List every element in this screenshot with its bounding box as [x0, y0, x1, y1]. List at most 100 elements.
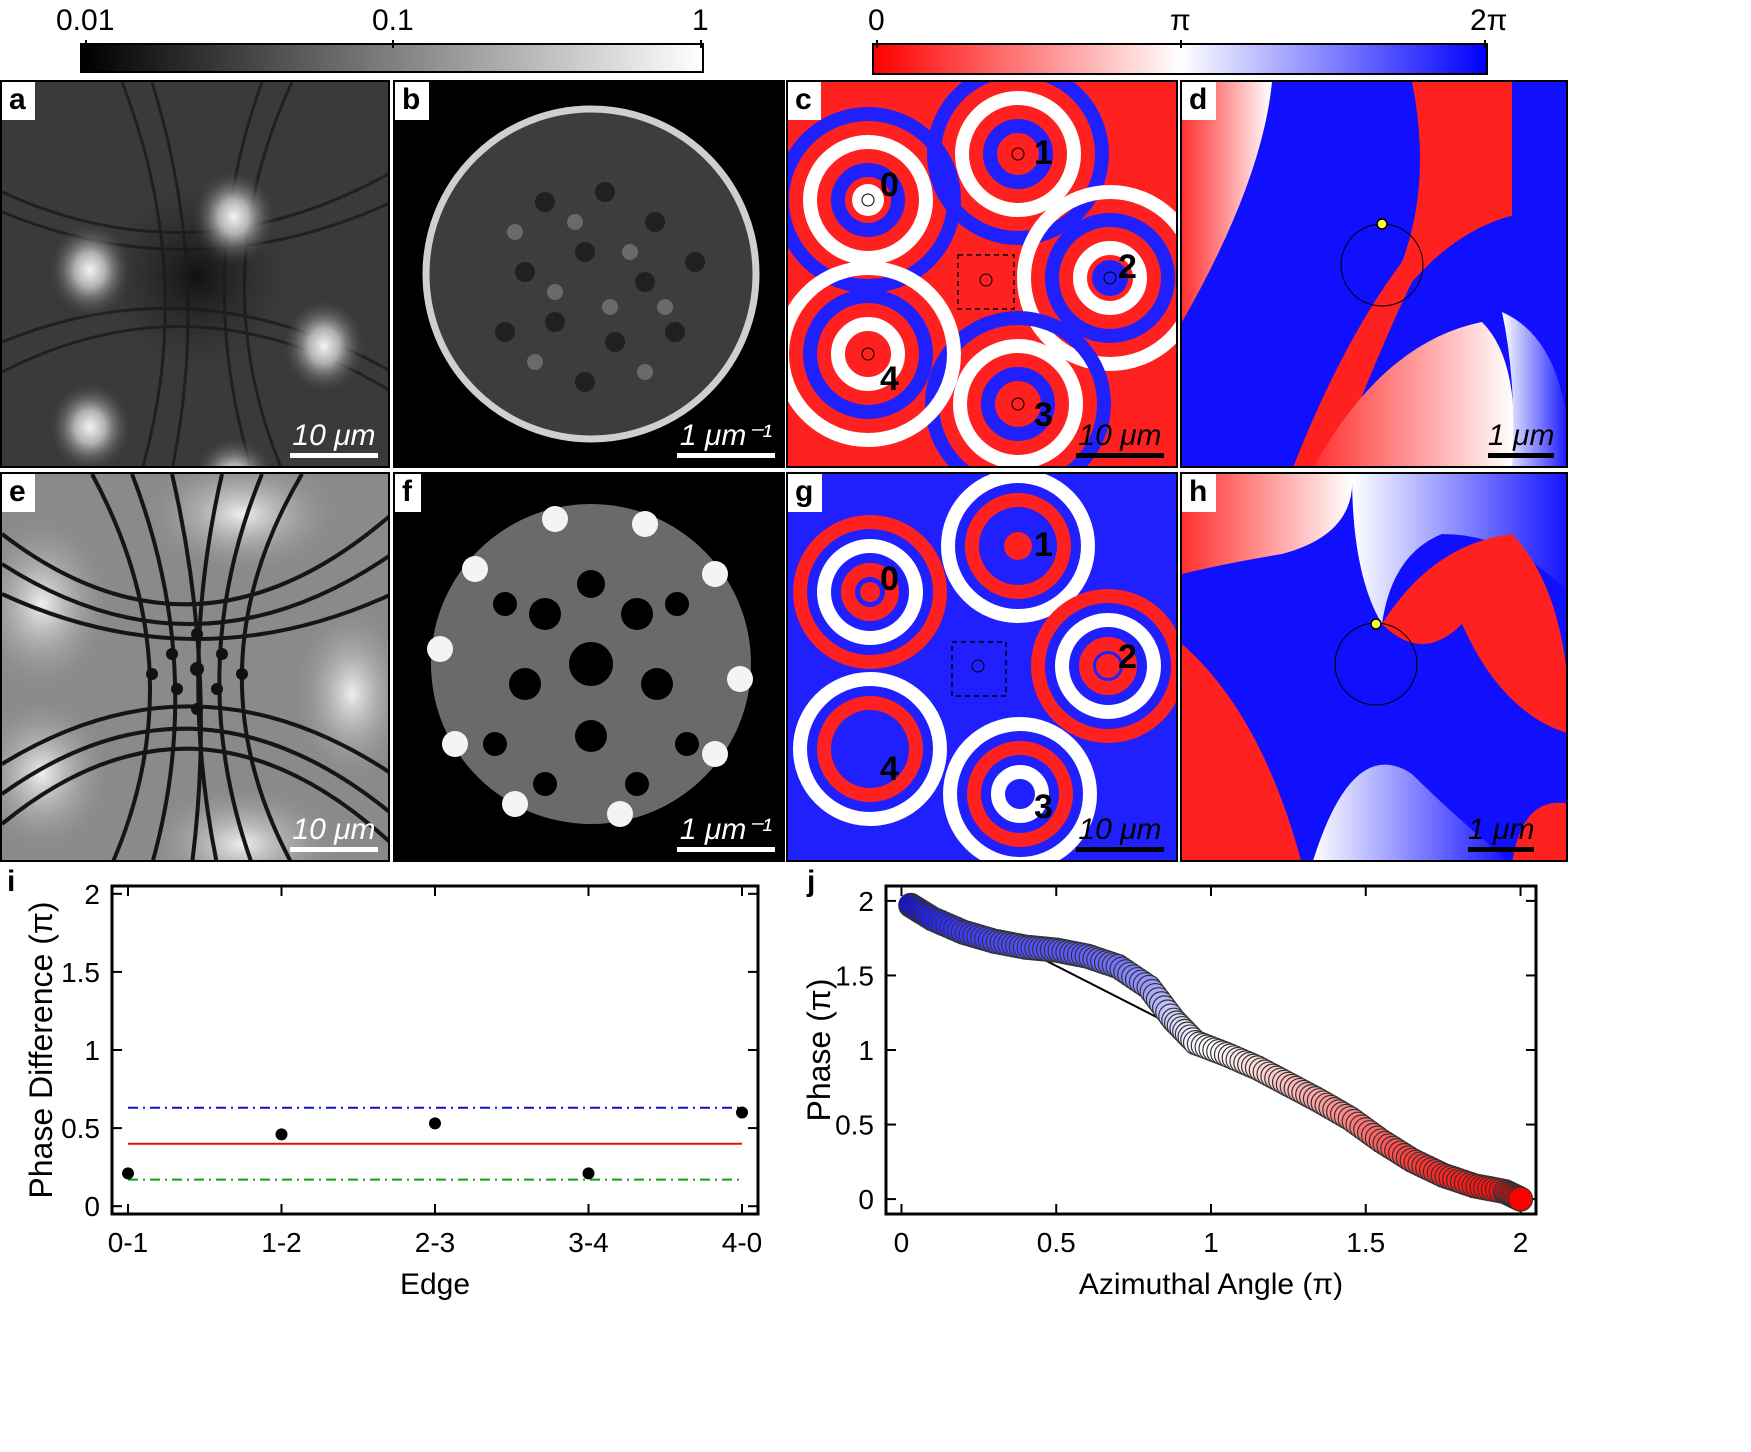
panel-b-label: b — [395, 82, 430, 120]
panel-d-scalebar-label: 1 μm — [1488, 419, 1555, 452]
chart-i-point-2 — [429, 1117, 441, 1130]
panel-h-pattern — [1182, 474, 1566, 860]
phase-colorbar — [872, 43, 1488, 75]
panel-g-scalebar: 10 μm — [1076, 814, 1164, 852]
chart-i-xtick-3: 3-4 — [568, 1227, 608, 1258]
panel-a-label: a — [2, 82, 35, 120]
phase-tick-mark-3 — [1484, 40, 1486, 48]
intensity-tick-mark-2 — [392, 40, 394, 48]
chart-j-xtick-1: 0.5 — [1037, 1227, 1076, 1258]
panel-f-scalebar-label: 1 μm⁻¹ — [679, 813, 773, 846]
panel-e-scalebar: 10 μm — [290, 814, 378, 852]
panel-h-scalebar: 1 μm — [1468, 814, 1534, 852]
intensity-tick-2: 1 — [692, 4, 709, 37]
panel-c-scalebar-line — [1076, 453, 1164, 458]
panel-c-mode-0: 0 — [880, 166, 899, 204]
chart-j-xtick-0: 0 — [894, 1227, 910, 1258]
chart-j-ytick-0: 0 — [858, 1184, 874, 1215]
chart-i-ytick-4: 2 — [84, 879, 100, 910]
panel-c-mode-4: 4 — [880, 360, 899, 398]
panel-g-mode-4: 4 — [880, 750, 899, 788]
chart-i-frame — [110, 884, 760, 1216]
panel-g-mode-3: 3 — [1034, 788, 1053, 826]
chart-i-ytick-1: 0.5 — [61, 1113, 100, 1144]
panel-g-mode-2: 2 — [1118, 638, 1137, 676]
panel-g-mode-1: 1 — [1034, 526, 1053, 564]
phase-tick-2: 2π — [1470, 4, 1508, 37]
chart-j-xlabel: Azimuthal Angle (π) — [1079, 1268, 1343, 1301]
chart-i-point-1 — [275, 1128, 288, 1141]
chart-i-label: i — [7, 865, 16, 898]
chart-j-xtick-3: 1.5 — [1346, 1227, 1385, 1258]
chart-i-xtick-4: 4-0 — [722, 1227, 762, 1258]
panel-e-label: e — [2, 474, 35, 512]
phase-tick-0: 0 — [868, 4, 885, 37]
chart-i-xtick-2: 2-3 — [415, 1227, 455, 1258]
panel-a-scalebar-line — [290, 453, 378, 458]
panel-e-pattern — [2, 474, 388, 860]
panel-h-label: h — [1182, 474, 1217, 512]
panel-d-scalebar: 1 μm — [1488, 420, 1554, 458]
panel-d-scalebar-line — [1488, 453, 1554, 458]
panel-c-mode-2: 2 — [1118, 248, 1137, 286]
panel-c-scalebar: 10 μm — [1076, 420, 1164, 458]
panel-f-pattern — [427, 504, 753, 827]
chart-j-point-168 — [1507, 1186, 1534, 1212]
panel-b-scalebar-line — [677, 453, 775, 458]
panel-c-pattern — [788, 82, 1176, 466]
intensity-tick-1: 0.1 — [372, 4, 414, 37]
chart-j-xtick-4: 2 — [1513, 1227, 1529, 1258]
intensity-tick-mark-1 — [85, 40, 87, 48]
chart-i-ytick-0: 0 — [84, 1191, 100, 1222]
chart-i-ytick-3: 1.5 — [61, 957, 100, 988]
chart-j-ytick-4: 2 — [858, 886, 874, 917]
panel-e-intensity-image: e 10 μm — [0, 472, 390, 862]
panel-d-label: d — [1182, 82, 1217, 120]
chart-j-phase-vs-angle: 0 0.5 1 1.5 2 0 0.5 1 1.5 2 Azimuthal Angle (π) Pha… — [801, 884, 1538, 1301]
chart-j-ytick-1: 0.5 — [835, 1110, 874, 1141]
panel-c-label: c — [788, 82, 821, 120]
phase-tick-mark-2 — [1180, 40, 1182, 48]
panel-e-scalebar-label: 10 μm — [292, 813, 376, 846]
panel-b-scalebar-label: 1 μm⁻¹ — [679, 419, 773, 452]
panel-b-pattern — [422, 105, 760, 443]
chart-i-xtick-0: 0-1 — [108, 1227, 148, 1258]
intensity-tick-mark-3 — [700, 40, 702, 48]
chart-j-ytick-2: 1 — [858, 1035, 874, 1066]
chart-j-ytick-3: 1.5 — [835, 960, 874, 991]
panel-f-label: f — [395, 474, 421, 512]
chart-i-xtick-1: 1-2 — [261, 1227, 301, 1258]
panel-b-fourier-image: b 1 μm⁻¹ — [393, 80, 785, 468]
panel-d-phase-zoom: d 1 μm — [1180, 80, 1568, 468]
chart-j-xtick-2: 1 — [1203, 1227, 1219, 1258]
panel-a-intensity-image: a 10 μm — [0, 80, 390, 468]
panel-c-scalebar-label: 10 μm — [1078, 419, 1162, 452]
panel-f-fourier-image: f 1 μm⁻¹ — [393, 472, 785, 862]
phase-tick-1: π — [1170, 4, 1191, 37]
panel-g-scalebar-label: 10 μm — [1078, 813, 1162, 846]
chart-i-ytick-2: 1 — [84, 1035, 100, 1066]
panel-b-scalebar: 1 μm⁻¹ — [677, 420, 775, 458]
panel-f-scalebar-line — [677, 847, 775, 852]
chart-j-ylabel: Phase (π) — [801, 978, 837, 1121]
phase-tick-mark-1 — [876, 40, 878, 48]
panel-a-scalebar: 10 μm — [290, 420, 378, 458]
panel-h-phase-zoom: h 1 μm — [1180, 472, 1568, 862]
panel-g-pattern — [788, 474, 1176, 860]
chart-i-point-3 — [582, 1167, 595, 1180]
panel-g-phase-image: g 0 1 2 3 4 10 μm — [786, 472, 1178, 862]
chart-i-ylabel: Phase Difference (π) — [23, 901, 59, 1198]
panel-c-mode-3: 3 — [1034, 396, 1053, 434]
intensity-tick-0: 0.01 — [56, 4, 115, 37]
chart-i-xlabel: Edge — [400, 1268, 470, 1301]
panel-c-mode-1: 1 — [1034, 134, 1053, 172]
panel-g-mode-0: 0 — [880, 560, 899, 598]
panel-d-pattern — [1182, 82, 1566, 466]
panel-a-pattern — [2, 82, 388, 466]
panel-g-scalebar-line — [1076, 847, 1164, 852]
panel-h-scalebar-line — [1468, 847, 1534, 852]
chart-i-point-0 — [122, 1167, 134, 1180]
chart-j-label: j — [807, 865, 816, 898]
panel-a-scalebar-label: 10 μm — [292, 419, 376, 452]
panel-e-scalebar-line — [290, 847, 378, 852]
